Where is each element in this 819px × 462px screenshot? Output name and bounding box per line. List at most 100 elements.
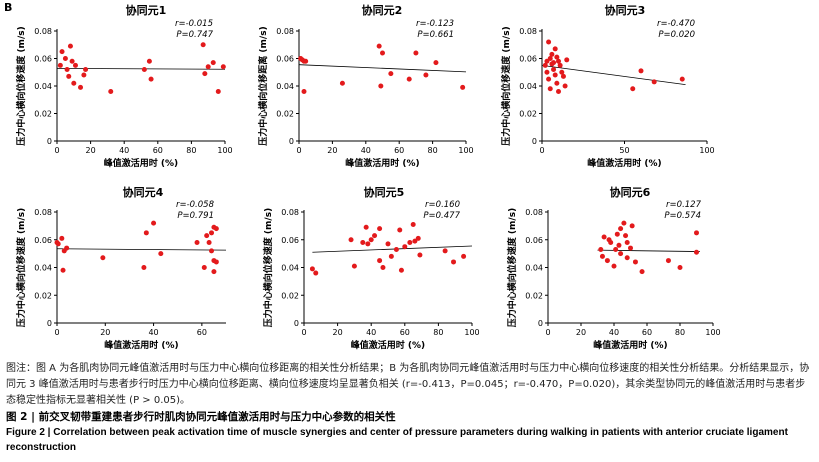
- x-tick-label: 60: [153, 146, 163, 155]
- y-axis-label: 压力中心横向位移速度 (m/s): [506, 208, 518, 327]
- chart-5: 协同元5 0 0.02 0.04 0.06 0.08 0 20 40 60 80 100 峰值激活用时 …: [262, 185, 480, 351]
- data-point: [393, 246, 399, 252]
- r-value: r=-0.123: [416, 19, 454, 29]
- x-tick-label: 80: [675, 328, 685, 337]
- data-point: [665, 258, 671, 264]
- x-tick-label: 100: [705, 328, 720, 337]
- data-point: [100, 255, 106, 261]
- x-axis-label: 峰值激活用时 (%): [351, 339, 425, 351]
- x-tick-label: 0: [539, 146, 544, 155]
- data-point: [365, 241, 371, 247]
- y-tick-label: 0.08: [276, 27, 294, 36]
- data-point: [397, 227, 403, 233]
- data-point: [406, 76, 412, 82]
- figure-caption-zh: 图 2 | 前交叉韧带重建患者步行时肌肉协同元峰值激活用时与压力中心参数的相关性: [6, 411, 396, 423]
- y-tick-label: 0: [294, 319, 299, 328]
- data-point: [544, 69, 550, 75]
- regression-line: [56, 248, 227, 251]
- data-point: [377, 258, 383, 264]
- data-point: [351, 263, 357, 269]
- r-value: r=-0.058: [176, 200, 215, 210]
- data-point: [413, 50, 419, 56]
- chart-title: 协同元4: [123, 185, 164, 199]
- r-value: r=-0.470: [657, 19, 695, 29]
- y-axis-label: 压力中心横向位移距离 (m/s): [257, 26, 269, 145]
- y-tick-label: 0.02: [281, 291, 299, 300]
- data-point: [141, 265, 147, 270]
- x-tick-label: 0: [296, 146, 301, 155]
- r-value: r=0.127: [666, 200, 702, 210]
- data-point: [559, 69, 565, 75]
- data-point: [200, 42, 206, 48]
- x-axis-label: 峰值激活用时 (%): [587, 157, 661, 169]
- regression-line: [541, 64, 686, 86]
- y-tick-label: 0.06: [519, 55, 537, 64]
- data-point: [402, 244, 408, 250]
- data-point: [407, 240, 413, 246]
- data-point: [608, 240, 614, 246]
- data-point: [679, 76, 685, 82]
- y-tick-label: 0: [47, 137, 52, 146]
- p-value: P=0.574: [664, 211, 701, 221]
- data-point: [601, 234, 607, 240]
- chart-3: 协同元3 0 0.02 0.04 0.06 0.08 0 50 100 峰值激活用时 (%) 压力中…: [500, 3, 715, 169]
- x-tick-label: 60: [642, 328, 652, 337]
- data-point: [64, 245, 70, 251]
- data-point: [611, 263, 617, 269]
- y-tick-label: 0.02: [519, 110, 537, 119]
- data-point: [442, 248, 448, 254]
- y-tick-label: 0.04: [34, 264, 52, 273]
- y-tick-label: 0.08: [519, 27, 537, 36]
- x-axis-label: 峰值激活用时 (%): [593, 339, 667, 351]
- data-point: [363, 224, 369, 230]
- data-point: [143, 230, 149, 236]
- regression-line: [597, 249, 700, 252]
- x-tick-label: 80: [428, 146, 438, 155]
- y-tick-label: 0: [538, 319, 543, 328]
- regression-line: [298, 64, 467, 73]
- x-tick-label: 0: [545, 328, 550, 337]
- x-tick-label: 100: [217, 146, 232, 155]
- y-axis-label: 压力中心横向位移速度 (m/s): [15, 208, 27, 327]
- data-point: [651, 79, 657, 85]
- chart-1: 协同元1 0 0.02 0.04 0.06 0.08 0 20 40 60 80 100 峰值激活用时 …: [15, 3, 233, 169]
- data-point: [388, 71, 394, 77]
- data-point: [372, 233, 378, 239]
- y-tick-label: 0.08: [34, 208, 52, 217]
- x-tick-label: 60: [394, 146, 404, 155]
- y-tick-label: 0.08: [525, 208, 543, 217]
- x-tick-label: 20: [100, 328, 110, 337]
- chart-title: 协同元3: [605, 3, 646, 17]
- data-point: [547, 56, 553, 61]
- y-tick-label: 0.06: [34, 236, 52, 245]
- data-point: [604, 258, 610, 264]
- data-point: [560, 73, 566, 79]
- data-point: [309, 266, 315, 272]
- data-point: [599, 253, 605, 259]
- y-tick-label: 0.02: [34, 291, 52, 300]
- y-axis-label: 压力中心横向位移速度 (m/s): [500, 26, 512, 145]
- data-point: [368, 237, 374, 243]
- data-point: [204, 233, 210, 239]
- data-point: [67, 43, 73, 49]
- data-point: [546, 76, 552, 82]
- y-tick-label: 0.06: [34, 55, 52, 64]
- data-point: [210, 60, 216, 66]
- data-point: [60, 267, 66, 273]
- data-point: [598, 246, 604, 252]
- x-tick-label: 60: [197, 328, 207, 337]
- data-point: [415, 235, 421, 241]
- data-point: [59, 235, 65, 241]
- x-tick-label: 100: [699, 146, 714, 155]
- y-tick-label: 0.08: [34, 27, 52, 36]
- data-point: [546, 39, 552, 45]
- data-point: [62, 56, 68, 61]
- chart-title: 协同元5: [364, 185, 405, 199]
- data-point: [556, 89, 561, 94]
- data-point: [388, 253, 394, 259]
- data-point: [630, 86, 636, 92]
- x-tick-label: 0: [54, 146, 59, 155]
- data-point: [301, 89, 307, 94]
- data-point: [618, 226, 624, 232]
- regression-line: [312, 245, 473, 253]
